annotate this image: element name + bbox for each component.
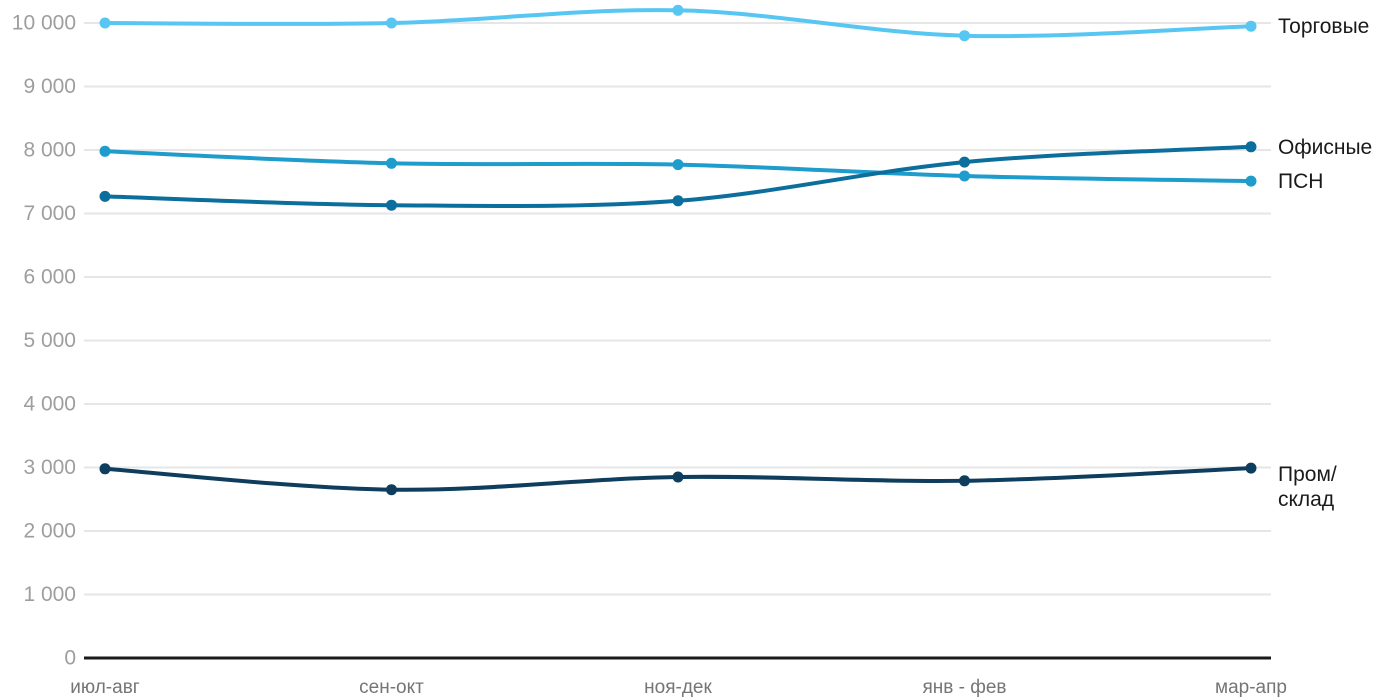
series-label-Офисные: Офисные bbox=[1278, 135, 1372, 158]
y-axis-tick-label: 3 000 bbox=[23, 456, 76, 479]
data-point-ПСН bbox=[99, 145, 111, 157]
x-axis-tick-label: июл-авг bbox=[70, 677, 140, 698]
data-point-Офисные bbox=[672, 195, 684, 207]
y-axis-tick-label: 1 000 bbox=[23, 583, 76, 606]
data-point-Офисные bbox=[386, 199, 397, 211]
data-point-Пром/склад bbox=[672, 471, 684, 483]
y-axis-tick-label: 9 000 bbox=[23, 75, 76, 98]
y-axis-tick-label: 0 bbox=[64, 647, 76, 670]
x-axis-tick-label: сен-окт bbox=[359, 677, 424, 698]
y-axis-tick-label: 10 000 bbox=[12, 12, 76, 35]
series-label-Торговые: Торговые bbox=[1278, 15, 1369, 38]
data-point-ПСН bbox=[959, 170, 970, 182]
data-point-Торговые bbox=[672, 4, 684, 16]
data-point-Офисные bbox=[99, 190, 111, 202]
data-point-Торговые bbox=[386, 17, 397, 29]
data-point-Офисные bbox=[1245, 141, 1257, 153]
data-point-ПСН bbox=[1245, 175, 1257, 187]
data-point-Пром/склад bbox=[386, 484, 397, 496]
x-axis-tick-label: ноя-дек bbox=[644, 677, 712, 698]
series-label-ПСН: ПСН bbox=[1278, 170, 1323, 193]
x-axis-tick-label: мар-апр bbox=[1215, 677, 1287, 698]
data-point-Торговые bbox=[1245, 20, 1257, 32]
x-axis-tick-label: янв - фев bbox=[922, 677, 1006, 698]
y-axis-tick-label: 7 000 bbox=[23, 202, 76, 225]
data-point-Пром/склад bbox=[99, 463, 111, 475]
data-point-Торговые bbox=[959, 30, 970, 42]
data-point-Офисные bbox=[959, 156, 970, 168]
y-axis-tick-label: 4 000 bbox=[23, 393, 76, 416]
data-point-ПСН bbox=[386, 157, 397, 169]
y-axis-tick-label: 8 000 bbox=[23, 139, 76, 162]
y-axis-tick-label: 2 000 bbox=[23, 520, 76, 543]
series-label-Пром/склад: Пром/склад bbox=[1278, 463, 1337, 511]
data-point-Пром/склад bbox=[1245, 462, 1257, 474]
data-point-ПСН bbox=[672, 159, 684, 171]
y-axis-tick-label: 5 000 bbox=[23, 329, 76, 352]
data-point-Пром/склад bbox=[959, 475, 970, 487]
y-axis-tick-label: 6 000 bbox=[23, 266, 76, 289]
data-point-Торговые bbox=[99, 17, 111, 29]
